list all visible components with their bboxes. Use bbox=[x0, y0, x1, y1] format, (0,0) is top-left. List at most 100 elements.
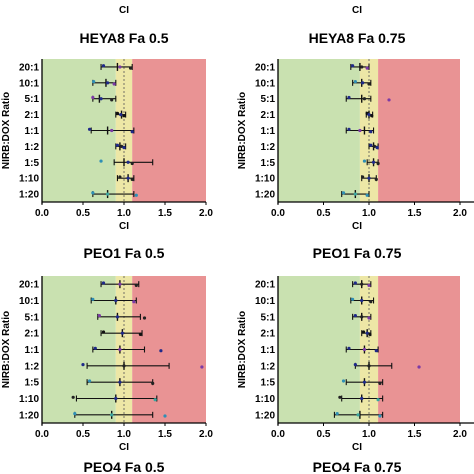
data-point bbox=[200, 365, 204, 369]
y-tick-label: 1:5 bbox=[261, 378, 276, 389]
data-point bbox=[134, 283, 138, 287]
data-point bbox=[106, 81, 110, 85]
x-tick-label: 1.0 bbox=[362, 429, 376, 440]
x-tick-label: 0.0 bbox=[35, 429, 49, 440]
data-point bbox=[365, 331, 369, 335]
y-axis-label: NIRB:DOX Ratio bbox=[237, 311, 248, 388]
data-point bbox=[362, 159, 367, 163]
zone-antagonism bbox=[378, 59, 460, 202]
y-tick-label: 10:1 bbox=[19, 78, 39, 89]
y-tick-label: 20:1 bbox=[19, 280, 39, 291]
data-point bbox=[335, 412, 339, 416]
x-tick-label: 0.0 bbox=[271, 208, 285, 219]
y-axis-label: NIRB:DOX Ratio bbox=[1, 311, 12, 388]
data-point bbox=[132, 300, 136, 304]
data-point bbox=[369, 300, 373, 304]
data-point bbox=[347, 346, 351, 350]
x-axis-label: CI bbox=[119, 221, 129, 232]
data-point bbox=[130, 130, 134, 134]
zone-antagonism bbox=[378, 276, 460, 423]
data-point bbox=[353, 80, 357, 84]
y-tick-label: 20:1 bbox=[19, 62, 39, 73]
data-point bbox=[361, 175, 365, 179]
y-axis-label: NIRB:DOX Ratio bbox=[237, 92, 248, 169]
data-point bbox=[387, 98, 391, 102]
data-point bbox=[365, 193, 369, 197]
x-tick-label: 1.0 bbox=[362, 208, 376, 219]
y-tick-label: 1:1 bbox=[261, 345, 276, 356]
data-point bbox=[106, 192, 110, 196]
panel-peo1-fa075: 20:1 10:1 5:1 2:1 1:1 1:2 1:5 1:10 1:20 0.0 0.5 1.0… bbox=[237, 245, 474, 453]
x-tick-label: 0.0 bbox=[271, 429, 285, 440]
y-tick-label: 1:1 bbox=[261, 126, 276, 137]
bottom-panel-title-right: PEO4 Fa 0.75 bbox=[313, 459, 402, 474]
data-point bbox=[365, 66, 369, 70]
x-tick-label: 2.0 bbox=[453, 429, 467, 440]
data-point bbox=[372, 144, 377, 148]
data-point bbox=[91, 95, 95, 100]
data-point bbox=[93, 346, 97, 350]
y-tick-label: 1:1 bbox=[25, 345, 40, 356]
data-point bbox=[92, 80, 96, 84]
x-axis-label: CI bbox=[119, 442, 129, 453]
data-point bbox=[87, 379, 92, 383]
data-point bbox=[110, 98, 114, 102]
data-point bbox=[356, 413, 360, 417]
data-point bbox=[112, 82, 116, 86]
y-tick-label: 1:5 bbox=[261, 158, 276, 169]
data-point bbox=[341, 379, 346, 383]
data-point bbox=[353, 314, 357, 318]
data-point bbox=[361, 330, 366, 334]
y-tick-label: 20:1 bbox=[255, 62, 275, 73]
top-cut-label-right: CI bbox=[352, 5, 362, 16]
data-point bbox=[351, 297, 355, 301]
data-point bbox=[370, 114, 374, 118]
x-tick-label: 0.5 bbox=[317, 429, 331, 440]
data-point bbox=[99, 159, 103, 163]
data-point bbox=[361, 81, 365, 85]
y-tick-label: 5:1 bbox=[261, 312, 276, 323]
data-point bbox=[367, 364, 371, 368]
data-point bbox=[101, 64, 106, 68]
y-tick-label: 1:5 bbox=[25, 378, 40, 389]
data-point bbox=[368, 332, 372, 336]
y-tick-label: 1:10 bbox=[255, 394, 275, 405]
data-point bbox=[367, 82, 371, 86]
data-point bbox=[87, 127, 92, 131]
y-tick-label: 1:20 bbox=[19, 190, 39, 201]
data-point bbox=[115, 111, 120, 116]
data-point bbox=[97, 314, 101, 318]
data-point bbox=[367, 316, 371, 320]
y-tick-label: 5:1 bbox=[261, 94, 276, 105]
panel-title: PEO1 Fa 0.75 bbox=[313, 245, 402, 261]
y-tick-label: 5:1 bbox=[25, 94, 40, 105]
y-tick-label: 1:2 bbox=[25, 142, 40, 153]
data-point bbox=[120, 331, 124, 335]
x-tick-label: 0.0 bbox=[35, 208, 49, 219]
data-point bbox=[122, 364, 126, 368]
y-tick-label: 1:20 bbox=[19, 410, 39, 421]
x-tick-label: 0.5 bbox=[317, 208, 331, 219]
data-point bbox=[110, 128, 114, 133]
data-point bbox=[369, 130, 373, 134]
bottom-panel-title-left: PEO4 Fa 0.5 bbox=[84, 459, 165, 474]
y-tick-label: 1:2 bbox=[25, 361, 40, 372]
y-tick-label: 2:1 bbox=[261, 329, 276, 340]
panel-peo1-fa05: 20:1 10:1 5:1 2:1 1:1 1:2 1:5 1:10 1:20 0.0 0.5 1.0… bbox=[1, 245, 213, 453]
y-tick-label: 1:20 bbox=[255, 190, 275, 201]
x-tick-label: 1.0 bbox=[117, 429, 131, 440]
zone-antagonism bbox=[132, 59, 206, 202]
data-point bbox=[376, 161, 380, 166]
y-tick-label: 10:1 bbox=[255, 296, 275, 307]
data-point bbox=[118, 282, 122, 286]
data-point bbox=[360, 65, 364, 69]
data-point bbox=[126, 160, 130, 164]
data-point bbox=[119, 144, 124, 148]
x-tick-label: 0.5 bbox=[76, 429, 90, 440]
panel-title: HEYA8 Fa 0.75 bbox=[309, 30, 406, 46]
data-point bbox=[353, 363, 357, 367]
data-point bbox=[118, 347, 122, 352]
data-point bbox=[360, 298, 364, 303]
data-point bbox=[115, 143, 120, 147]
